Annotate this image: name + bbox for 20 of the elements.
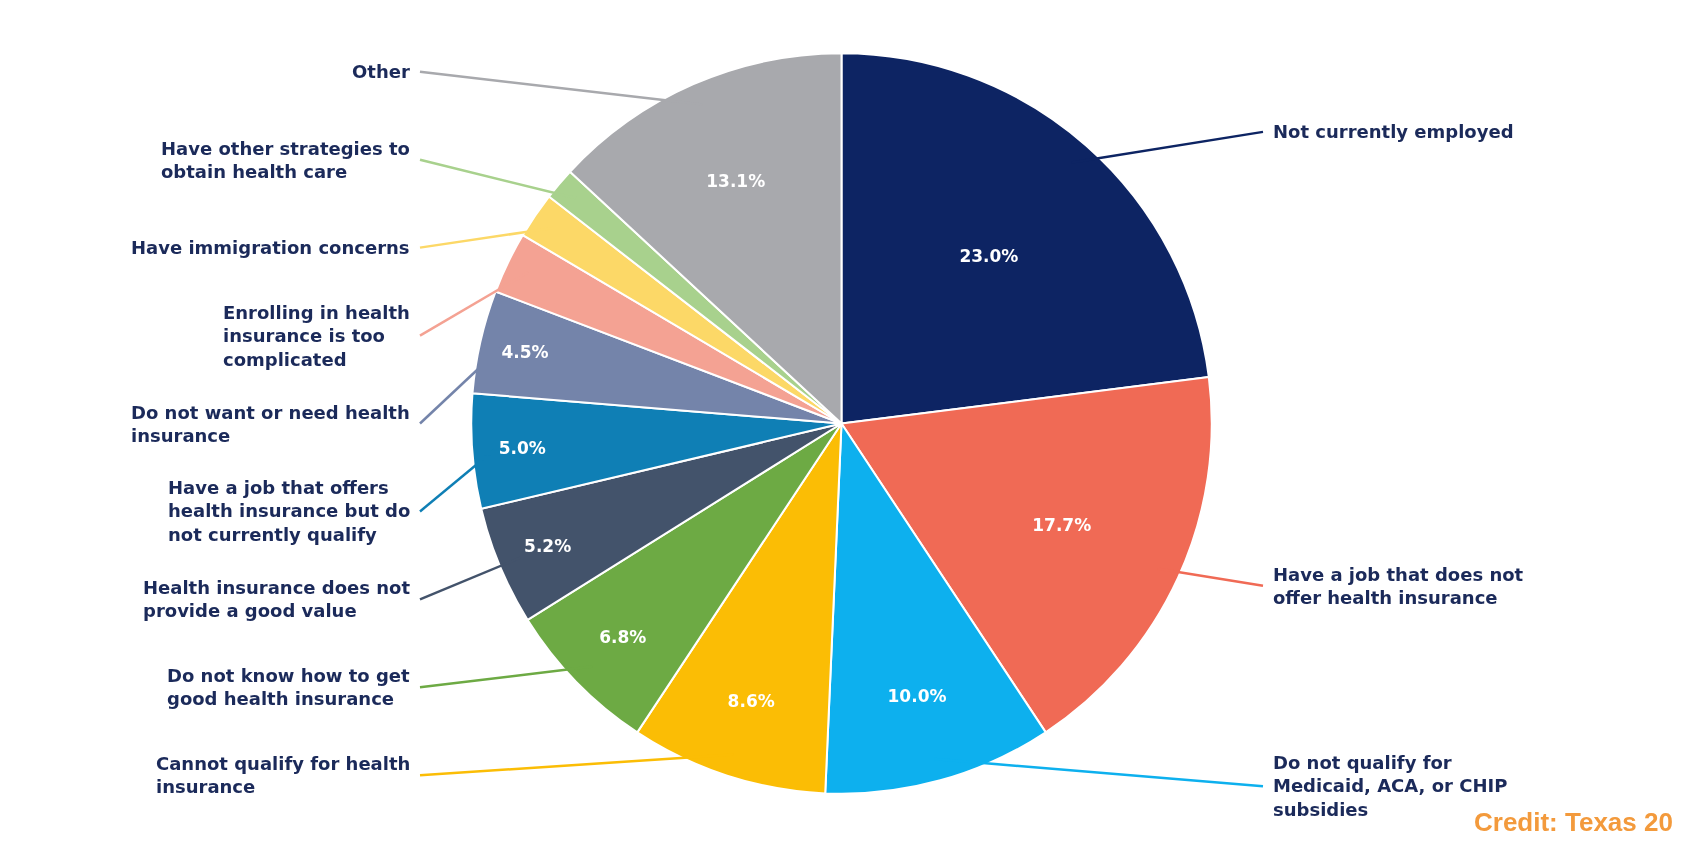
data-label: 5.0% [498, 437, 546, 458]
data-label: 13.1% [706, 171, 766, 192]
slice-label: Cannot qualify for health insurance [156, 753, 411, 798]
data-label: 17.7% [1032, 514, 1092, 535]
data-label: 23.0% [959, 246, 1019, 267]
data-label: 4.5% [501, 341, 549, 362]
slice-label: Have other strategies to obtain health care [161, 138, 410, 183]
slice-label: Have a job that offers health insurance but do not currently qualify [168, 477, 411, 545]
data-label: 8.6% [727, 691, 775, 712]
data-label: 6.8% [599, 626, 647, 647]
slice-label: Health insurance does not provide a good value [143, 577, 411, 622]
slice-label: Enrolling in health insurance is too complicated [223, 302, 410, 370]
slice-label: Do not want or need health insurance [131, 402, 410, 447]
slice-label: Have a job that does not offer health insurance [1273, 564, 1524, 609]
slice-label: Other [352, 61, 410, 82]
slice-label: Have immigration concerns [131, 237, 410, 258]
slice-label: Do not know how to get good health insurance [167, 665, 411, 710]
slice-label: Not currently employed [1273, 121, 1514, 142]
data-label: 5.2% [524, 536, 572, 557]
data-label: 10.0% [887, 686, 947, 707]
